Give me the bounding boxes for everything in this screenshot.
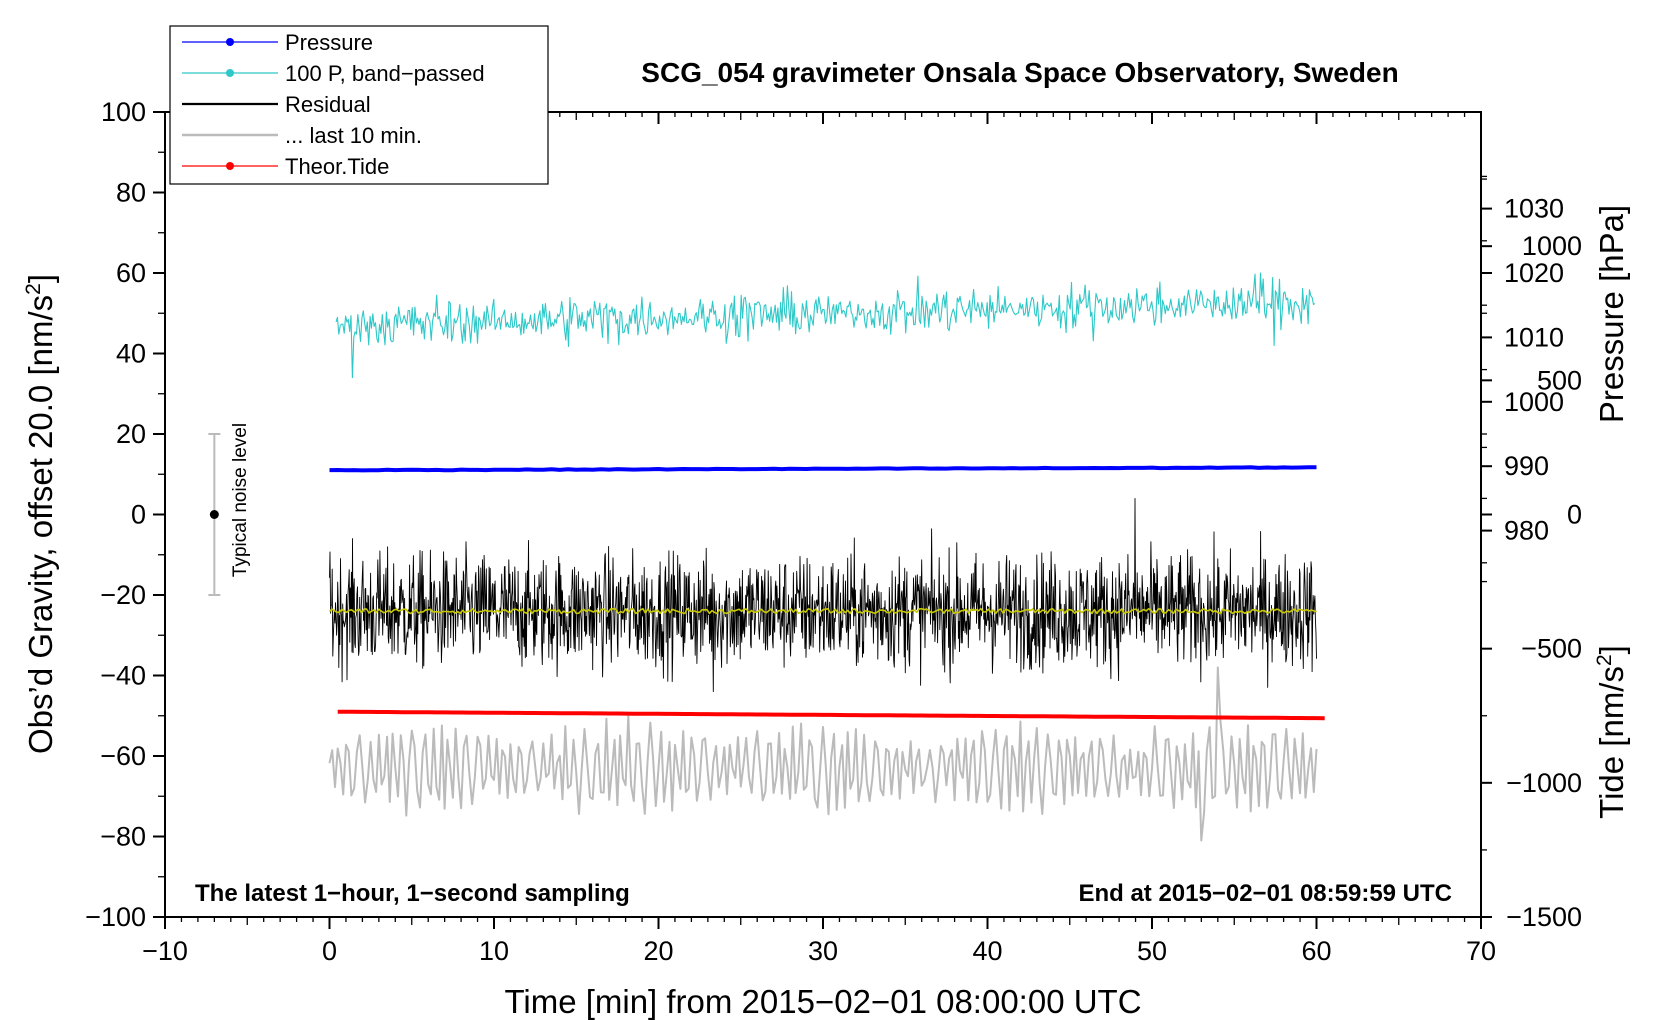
series-residual — [329, 497, 1317, 693]
annotation-right: End at 2015−02−01 08:59:59 UTC — [1078, 880, 1452, 907]
pressure-tick-label: 980 — [1504, 516, 1549, 546]
annotation-left: The latest 1−hour, 1−second sampling — [195, 880, 630, 907]
y-tick-label: −80 — [100, 822, 146, 852]
legend-marker — [226, 38, 234, 46]
series-pressure — [329, 465, 1317, 473]
pressure-tick-label: 990 — [1504, 451, 1549, 481]
y-tick-label: −100 — [85, 902, 146, 932]
tide-tick-label: 1000 — [1522, 231, 1582, 261]
y-tick-label: 0 — [131, 500, 146, 530]
y-axis-pressure: 980 990 1000 1010 1020 1030 — [1481, 175, 1564, 564]
y-axis-title-superscript: 2 — [22, 283, 45, 295]
x-tick-label: 0 — [322, 936, 337, 966]
noise-bar-center — [209, 510, 219, 519]
x-tick-label: −10 — [142, 936, 188, 966]
y-tick-label: 80 — [116, 178, 146, 208]
series-layer — [328, 272, 1325, 842]
y-tick-label: −40 — [100, 661, 146, 691]
x-tick-label: 50 — [1137, 936, 1167, 966]
series-bandpass — [335, 272, 1316, 379]
series-last10 — [328, 666, 1318, 842]
legend-label: 100 P, band−passed — [285, 61, 485, 86]
x-tick-label: 40 — [972, 936, 1002, 966]
y-tick-label: 60 — [116, 258, 146, 288]
x-tick-label: 10 — [479, 936, 509, 966]
legend-label: ... last 10 min. — [285, 123, 422, 148]
tide-tick-label: −1000 — [1506, 768, 1582, 798]
legend-label: Theor.Tide — [285, 154, 389, 179]
pressure-tick-label: 1020 — [1504, 258, 1564, 288]
y-axis-left: −100 −80 −60 −40 −20 0 20 40 60 80 100 — [85, 97, 165, 932]
pressure-tick-label: 1030 — [1504, 194, 1564, 224]
tide-tick-label: −1500 — [1506, 902, 1582, 932]
noise-bar — [208, 433, 221, 596]
y-tick-label: 40 — [116, 339, 146, 369]
x-tick-label: 70 — [1466, 936, 1496, 966]
x-axis-title: Time [min] from 2015−02−01 08:00:00 UTC — [504, 983, 1141, 1020]
series-smooth — [328, 607, 1317, 615]
plot-frame — [164, 111, 1482, 918]
x-tick-label: 60 — [1301, 936, 1331, 966]
y-tick-label: 100 — [101, 97, 146, 127]
y-tick-label: −20 — [100, 580, 146, 610]
x-tick-label: 30 — [808, 936, 838, 966]
noise-label: Typical noise level — [230, 423, 251, 577]
pressure-tick-label: 1010 — [1504, 322, 1564, 352]
legend: Pressure 100 P, band−passed Residual ... la… — [169, 25, 549, 185]
legend-label: Residual — [285, 92, 371, 117]
y-tick-label: −60 — [100, 741, 146, 771]
chart-title: SCG_054 gravimeter Onsala Space Observat… — [641, 57, 1398, 88]
series-tide — [337, 709, 1325, 721]
pressure-tick-label: 1000 — [1504, 387, 1564, 417]
tide-axis-title-superscript: 2 — [1593, 654, 1616, 666]
legend-marker — [226, 162, 234, 170]
legend-marker — [226, 69, 234, 77]
tide-tick-label: 500 — [1537, 365, 1582, 395]
tide-axis-title: Tide [nm/s2] — [1593, 645, 1630, 819]
x-tick-label: 20 — [643, 936, 673, 966]
pressure-axis-title: Pressure [hPa] — [1593, 205, 1630, 423]
legend-label: Pressure — [285, 30, 373, 55]
x-axis: −10 0 10 20 30 40 50 60 70 — [142, 112, 1496, 966]
y-axis-title: Obs’d Gravity, offset 20.0 [nm/s2] — [22, 274, 59, 754]
tide-tick-label: 0 — [1567, 500, 1582, 530]
tide-tick-label: −500 — [1521, 634, 1582, 664]
y-tick-label: 20 — [116, 419, 146, 449]
